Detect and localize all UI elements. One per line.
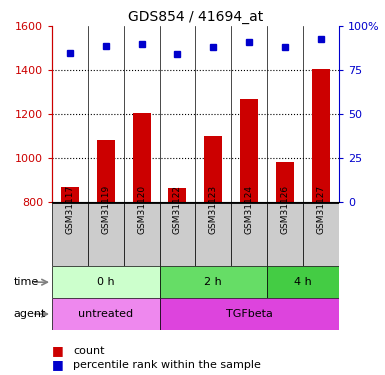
Bar bbox=[88, 202, 124, 266]
Bar bbox=[124, 202, 159, 266]
Bar bbox=[133, 113, 151, 202]
Bar bbox=[159, 266, 267, 298]
Bar bbox=[195, 202, 231, 266]
Text: untreated: untreated bbox=[78, 309, 133, 319]
Bar bbox=[231, 202, 267, 266]
Bar bbox=[276, 162, 294, 202]
Bar bbox=[159, 202, 196, 266]
Text: GSM31126: GSM31126 bbox=[281, 185, 290, 234]
Bar bbox=[52, 202, 88, 266]
Bar bbox=[267, 202, 303, 266]
Text: TGFbeta: TGFbeta bbox=[226, 309, 273, 319]
Text: GSM31127: GSM31127 bbox=[316, 185, 325, 234]
Title: GDS854 / 41694_at: GDS854 / 41694_at bbox=[128, 10, 263, 24]
Bar bbox=[303, 202, 339, 266]
Text: ■: ■ bbox=[52, 344, 64, 357]
Text: percentile rank within the sample: percentile rank within the sample bbox=[73, 360, 261, 369]
Text: GSM31124: GSM31124 bbox=[244, 185, 254, 234]
Bar bbox=[61, 187, 79, 202]
Bar bbox=[240, 99, 258, 202]
Text: 2 h: 2 h bbox=[204, 277, 222, 287]
Bar bbox=[169, 188, 186, 202]
Text: GSM31117: GSM31117 bbox=[65, 185, 74, 234]
Bar bbox=[204, 136, 222, 202]
Text: time: time bbox=[13, 277, 39, 287]
Text: GSM31119: GSM31119 bbox=[101, 185, 110, 234]
Bar bbox=[97, 140, 115, 202]
Text: GSM31120: GSM31120 bbox=[137, 185, 146, 234]
Text: GSM31122: GSM31122 bbox=[173, 185, 182, 234]
Text: 4 h: 4 h bbox=[294, 277, 312, 287]
Bar bbox=[52, 298, 159, 330]
Bar bbox=[159, 298, 339, 330]
Bar bbox=[267, 266, 339, 298]
Bar bbox=[52, 266, 159, 298]
Text: GSM31123: GSM31123 bbox=[209, 185, 218, 234]
Text: 0 h: 0 h bbox=[97, 277, 115, 287]
Text: agent: agent bbox=[13, 309, 46, 319]
Text: ■: ■ bbox=[52, 358, 64, 371]
Bar bbox=[312, 69, 330, 202]
Text: count: count bbox=[73, 346, 105, 355]
